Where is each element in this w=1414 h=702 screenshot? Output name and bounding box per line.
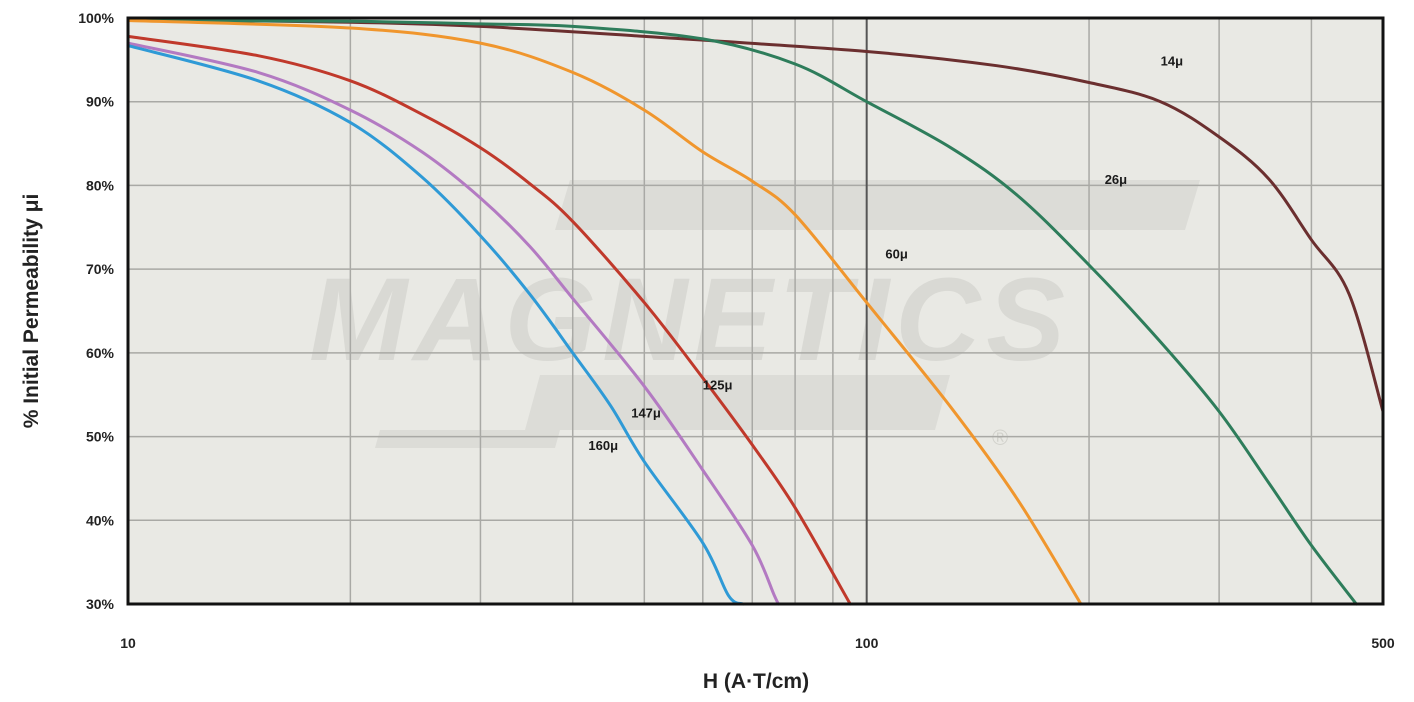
x-tick-label: 100: [855, 635, 879, 651]
y-tick-label: 40%: [86, 512, 115, 528]
y-tick-labels: 30% 40% 50% 60% 70% 80% 90% 100%: [78, 10, 114, 612]
series-label: 14μ: [1161, 54, 1183, 69]
series-label: 125μ: [703, 378, 733, 393]
series-label: 26μ: [1105, 172, 1127, 187]
y-tick-label: 90%: [86, 94, 115, 110]
watermark-text: MAGNETICS: [309, 254, 1071, 386]
x-tick-labels: 10 100 500: [120, 635, 1395, 651]
series-line: [126, 41, 781, 606]
y-tick-label: 100%: [78, 10, 114, 26]
series-label: 160μ: [588, 438, 618, 453]
watermark-bar-top: [555, 180, 1200, 230]
y-tick-label: 30%: [86, 596, 115, 612]
series-label-layer: 14μ 26μ 60μ 125μ 147μ 160μ: [588, 54, 1183, 453]
series-line: [126, 44, 745, 606]
series-layer: [126, 18, 1385, 606]
x-tick-label: 10: [120, 635, 136, 651]
y-tick-label: 50%: [86, 429, 115, 445]
y-tick-label: 80%: [86, 177, 115, 193]
x-axis-title: H (A·T/cm): [703, 670, 809, 693]
y-tick-label: 70%: [86, 261, 115, 277]
series-line: [126, 19, 1083, 606]
y-tick-label: 60%: [86, 345, 115, 361]
watermark-registered-mark: ®: [992, 425, 1008, 450]
watermark: MAGNETICS ®: [309, 180, 1200, 450]
x-tick-label: 500: [1371, 635, 1395, 651]
y-axis-title: % Initial Permeability μi: [20, 194, 43, 429]
series-line: [126, 19, 1358, 606]
series-line: [126, 34, 852, 606]
series-label: 147μ: [631, 405, 661, 420]
plot-frame: [126, 16, 1385, 606]
series-label: 60μ: [885, 246, 907, 261]
series-line: [126, 18, 1385, 413]
watermark-bar-left: [375, 430, 560, 448]
watermark-bar-bottom: [525, 375, 950, 430]
